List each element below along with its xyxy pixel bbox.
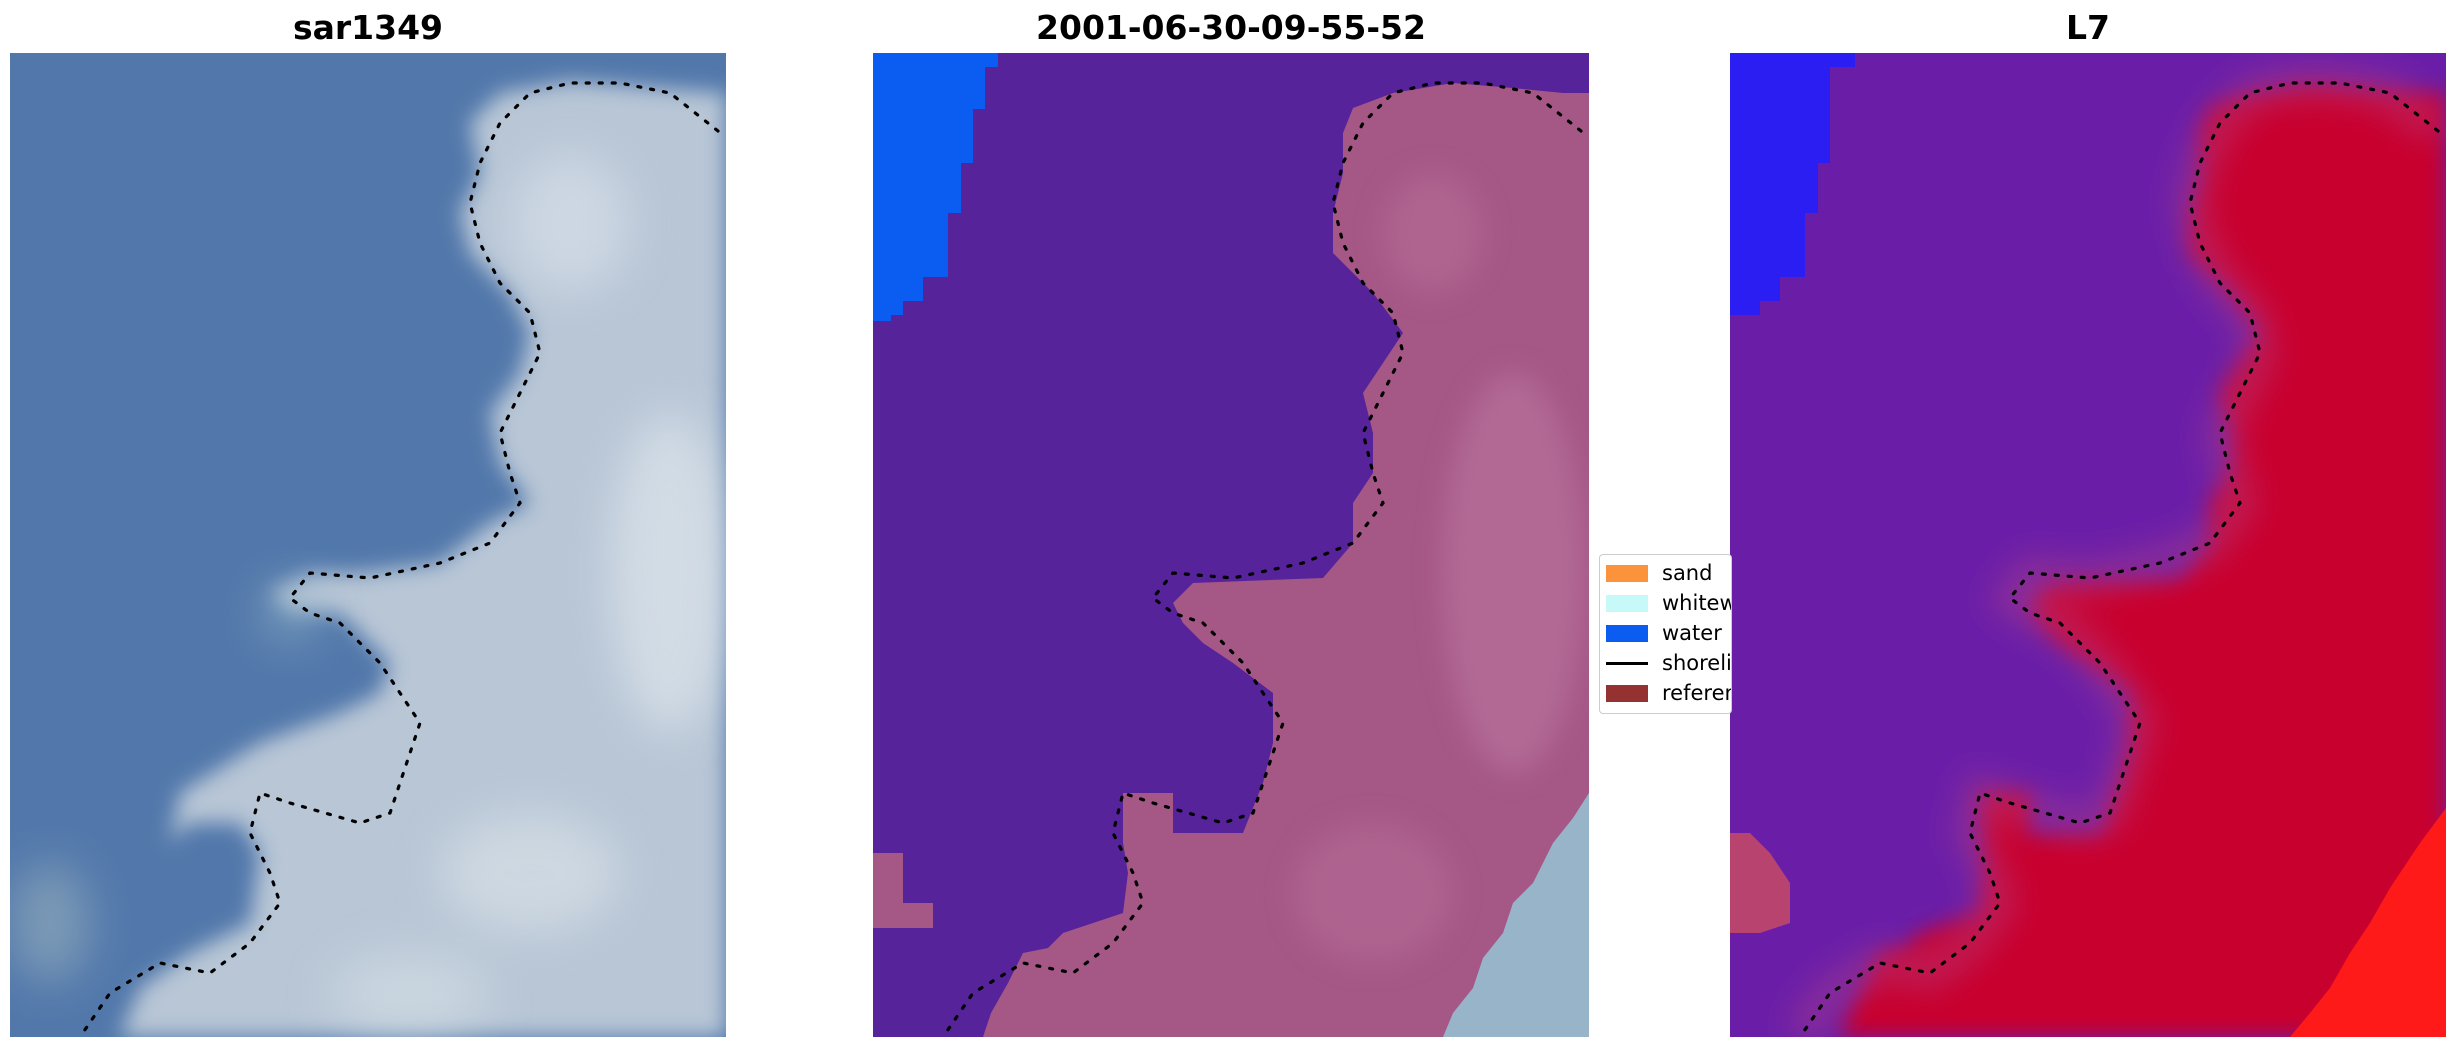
land-region [120, 81, 726, 1037]
shoreline [941, 81, 1583, 1037]
legend-item-sand: sand [1606, 561, 1712, 585]
legend-item-shoreline: shoreline [1606, 651, 1732, 675]
legend-label: sand [1662, 561, 1713, 585]
shoreline [78, 81, 720, 1037]
rgb-image-panel [10, 53, 726, 1037]
panel-title-index: L7 [2066, 8, 2110, 47]
index-high-extreme [2290, 808, 2446, 1037]
panel-title-classification: 2001-06-30-09-55-52 [1036, 8, 1426, 47]
legend-item-reference-shoreline: reference shoreline [1606, 681, 1731, 705]
legend-swatch [1606, 624, 1648, 642]
legend-label: reference shoreline [1662, 681, 1731, 705]
index-image [1730, 53, 2446, 1037]
legend-swatch [1606, 684, 1648, 702]
shoreline [1798, 81, 2440, 1037]
legend-swatch [1606, 594, 1648, 612]
legend-label: water [1662, 621, 1722, 645]
rgb-image [10, 53, 726, 1037]
open-water-region [873, 53, 998, 321]
sand-corner-region [873, 853, 933, 928]
legend-label: shoreline [1662, 651, 1732, 675]
index-low-extreme [1730, 53, 1855, 315]
index-corner-region [1730, 833, 1790, 933]
index-image-panel [1730, 53, 2446, 1037]
legend-line-swatch [1606, 661, 1648, 665]
panel-title-rgb: sar1349 [292, 8, 444, 47]
legend-item-water: water [1606, 621, 1722, 645]
classification-image [873, 53, 1589, 1037]
sand-texture [1293, 173, 1583, 963]
sand-region [983, 83, 1589, 1037]
whitewater-region [1443, 793, 1589, 1037]
legend-swatch [1606, 564, 1648, 582]
classification-panel [873, 53, 1589, 1037]
